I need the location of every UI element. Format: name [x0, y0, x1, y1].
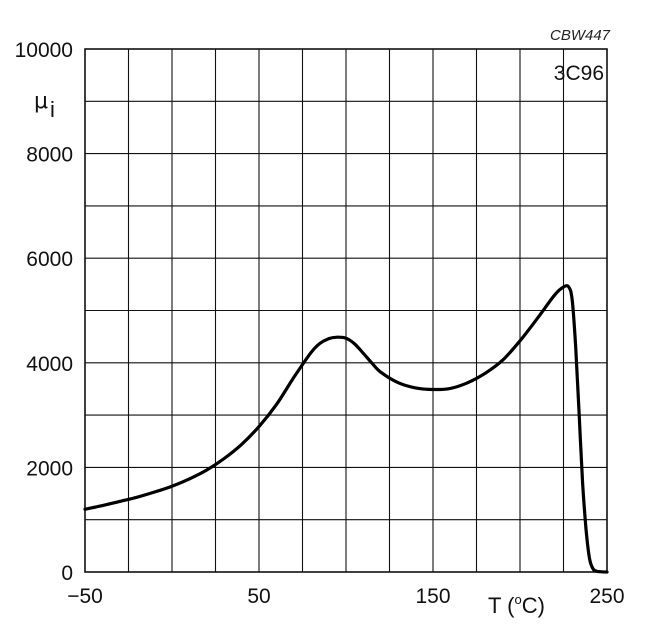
y-tick-label: 8000 [26, 144, 73, 167]
x-axis-label: T (oC) [488, 592, 545, 618]
y-axis-ticks: 0 2000 4000 6000 8000 10000 [15, 39, 73, 585]
x-tick-label: 150 [415, 585, 450, 608]
series-line-3c96 [83, 284, 609, 574]
y-tick-label: 10000 [15, 39, 73, 62]
x-tick-label: 250 [589, 585, 624, 608]
y-tick-label: 6000 [26, 248, 73, 271]
y-axis-label: μi [34, 89, 55, 122]
x-axis-ticks: −50 50 150 250 [67, 585, 624, 608]
y-tick-label: 4000 [26, 353, 73, 376]
material-label: 3C96 [554, 62, 604, 85]
figure-id: CBW447 [550, 27, 611, 44]
grid [85, 49, 607, 572]
y-tick-label: 0 [61, 562, 73, 585]
y-tick-label: 2000 [26, 457, 73, 480]
x-tick-label: −50 [67, 585, 103, 608]
x-tick-label: 50 [247, 585, 270, 608]
plot-frame [84, 48, 608, 573]
